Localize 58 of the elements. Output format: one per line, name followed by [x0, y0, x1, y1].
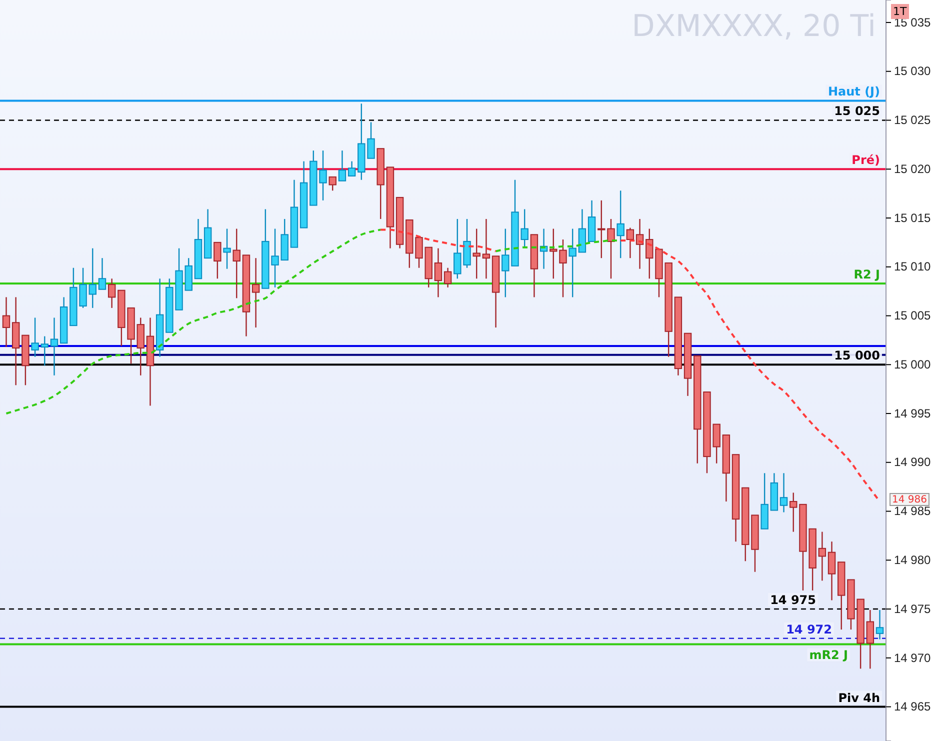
candlestick [108, 278, 116, 309]
candlestick [780, 472, 788, 513]
y-tick-label: 15 010 [894, 260, 932, 274]
candlestick [626, 227, 634, 259]
candlestick [598, 200, 606, 259]
candlestick [136, 317, 144, 376]
candlestick [568, 228, 576, 298]
y-tick-label: 14 990 [894, 455, 932, 470]
ref-line-label: Pré) [852, 153, 880, 168]
ref-line-label: mR2 J [809, 648, 848, 662]
y-tick-label: 15 025 [894, 113, 932, 128]
candlestick [828, 540, 836, 601]
candlestick [559, 238, 567, 298]
candlestick [607, 218, 615, 280]
candlestick [40, 336, 48, 366]
y-tick-label: 15 005 [894, 308, 932, 323]
candlestick [482, 218, 490, 280]
ref-line-label: 14 972 [786, 622, 832, 636]
candlestick [616, 190, 624, 259]
candlestick [2, 296, 10, 348]
candlestick [790, 492, 798, 532]
ref-line-label: Haut (J) [828, 84, 880, 99]
candlestick [472, 228, 480, 280]
ref-line-label: 14 975 [770, 593, 816, 608]
candlestick [328, 176, 336, 192]
text: 14 986 [892, 494, 927, 506]
candlestick [578, 208, 586, 253]
candlestick [214, 242, 222, 280]
candlestick [866, 609, 874, 670]
text: 1T [893, 5, 907, 18]
ref-line-label: R2 J [854, 267, 880, 282]
candlestick [88, 248, 96, 309]
candlestick [50, 317, 58, 376]
y-tick-label: 14 975 [894, 602, 932, 616]
candlestick [232, 228, 240, 299]
ref-line-label: 15 000 [834, 348, 880, 363]
ref-line-label: 15 025 [834, 104, 880, 118]
candlestick [444, 267, 452, 288]
y-tick-label: 14 965 [894, 700, 932, 714]
candlestick [252, 257, 260, 328]
y-tick-label: 14 980 [894, 552, 932, 567]
candlestick [31, 317, 39, 358]
candlestick [818, 531, 826, 582]
candlestick [646, 228, 654, 280]
y-tick-label: 15 020 [894, 162, 932, 176]
ref-line-label: Piv 4h [838, 690, 880, 705]
candlestick [338, 150, 346, 182]
candlestick [223, 228, 231, 270]
y-tick-label: 15 030 [894, 64, 932, 78]
candlestick [348, 160, 356, 177]
y-tick-label: 14 985 [894, 504, 932, 518]
candlestick [434, 248, 442, 298]
y-tick-label: 15 000 [894, 357, 932, 372]
y-tick-label: 15 015 [894, 210, 932, 225]
candlestick [876, 609, 884, 640]
y-tick-label: 14 970 [894, 650, 932, 665]
y-tick-label: 14 995 [894, 406, 932, 420]
candlestick [98, 257, 106, 290]
